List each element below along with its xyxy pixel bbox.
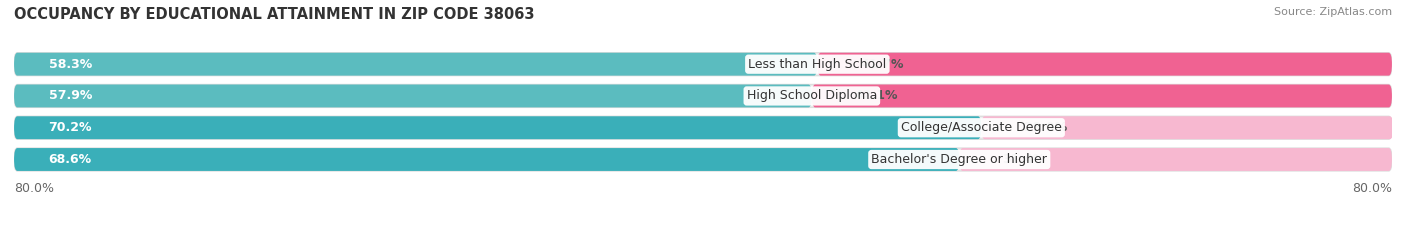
FancyBboxPatch shape bbox=[14, 53, 817, 76]
Text: High School Diploma: High School Diploma bbox=[747, 89, 877, 103]
Text: 80.0%: 80.0% bbox=[1353, 182, 1392, 195]
FancyBboxPatch shape bbox=[14, 148, 959, 171]
Text: 68.6%: 68.6% bbox=[48, 153, 91, 166]
Text: OCCUPANCY BY EDUCATIONAL ATTAINMENT IN ZIP CODE 38063: OCCUPANCY BY EDUCATIONAL ATTAINMENT IN Z… bbox=[14, 7, 534, 22]
FancyBboxPatch shape bbox=[981, 116, 1393, 139]
FancyBboxPatch shape bbox=[14, 116, 1392, 139]
FancyBboxPatch shape bbox=[14, 53, 1392, 76]
Text: Bachelor's Degree or higher: Bachelor's Degree or higher bbox=[872, 153, 1047, 166]
FancyBboxPatch shape bbox=[811, 85, 1392, 107]
Text: 42.1%: 42.1% bbox=[855, 89, 898, 103]
Text: 31.4%: 31.4% bbox=[1002, 153, 1046, 166]
Text: College/Associate Degree: College/Associate Degree bbox=[901, 121, 1062, 134]
FancyBboxPatch shape bbox=[14, 116, 981, 139]
Text: 57.9%: 57.9% bbox=[48, 89, 91, 103]
Text: Source: ZipAtlas.com: Source: ZipAtlas.com bbox=[1274, 7, 1392, 17]
FancyBboxPatch shape bbox=[14, 148, 1392, 171]
FancyBboxPatch shape bbox=[14, 85, 811, 107]
Text: 41.7%: 41.7% bbox=[860, 58, 904, 71]
FancyBboxPatch shape bbox=[817, 53, 1392, 76]
Text: 29.9%: 29.9% bbox=[1025, 121, 1067, 134]
Text: 70.2%: 70.2% bbox=[48, 121, 91, 134]
FancyBboxPatch shape bbox=[959, 148, 1392, 171]
Text: Less than High School: Less than High School bbox=[748, 58, 887, 71]
Text: 58.3%: 58.3% bbox=[48, 58, 91, 71]
Text: 80.0%: 80.0% bbox=[14, 182, 53, 195]
FancyBboxPatch shape bbox=[14, 85, 1392, 107]
